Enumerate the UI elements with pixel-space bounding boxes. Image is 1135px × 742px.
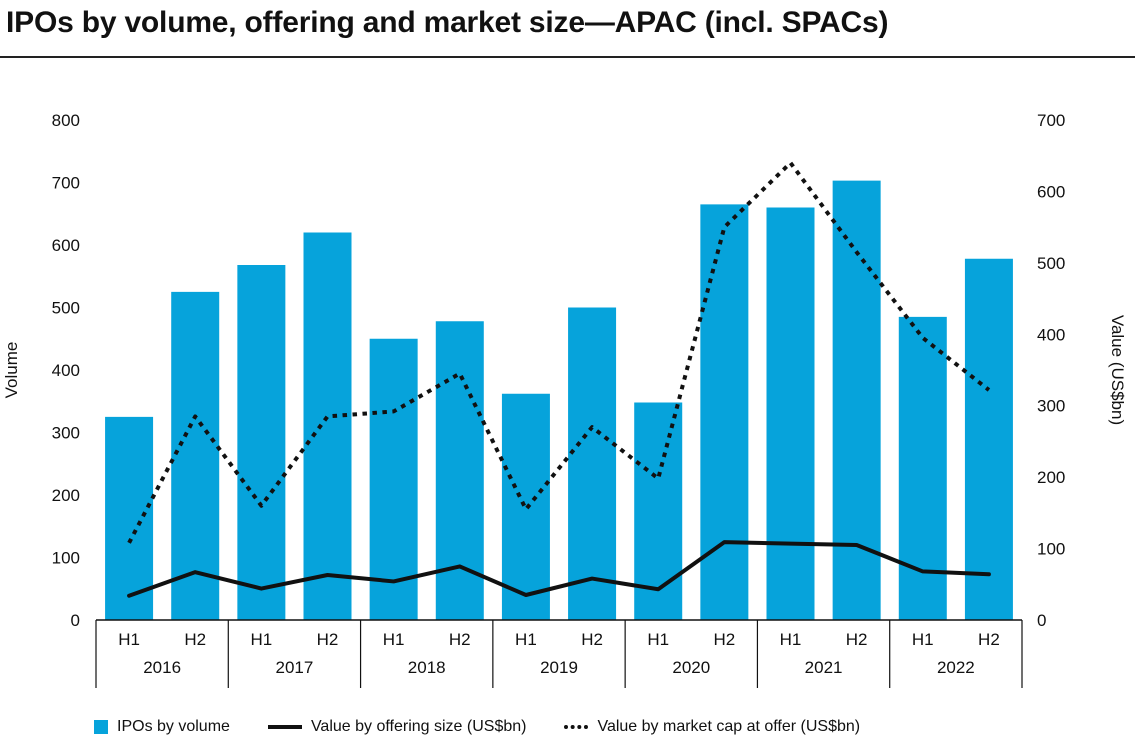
x-tick-label-half: H2	[184, 630, 206, 649]
y-tick-label: 800	[52, 111, 80, 130]
x-tick-label-year: 2022	[937, 658, 975, 677]
x-tick-label-year: 2021	[805, 658, 843, 677]
x-tick-label-half: H2	[449, 630, 471, 649]
legend: IPOs by volume Value by offering size (U…	[94, 716, 898, 738]
y2-tick-label: 0	[1037, 611, 1046, 630]
legend-swatch-marketcap	[564, 725, 589, 729]
bar-volume	[303, 232, 352, 620]
y2-tick-label: 200	[1037, 468, 1065, 487]
y-tick-label: 600	[52, 236, 80, 255]
legend-label-marketcap: Value by market cap at offer (US$bn)	[597, 718, 861, 735]
x-tick-label-half: H1	[383, 630, 405, 649]
bar-volume	[700, 204, 749, 620]
x-tick-label-half: H2	[978, 630, 1000, 649]
y2-axis-title: Value (US$bn)	[1108, 315, 1127, 425]
y-tick-label: 0	[71, 611, 80, 630]
y-axis-title: Volume	[2, 342, 21, 399]
y2-tick-label: 400	[1037, 325, 1065, 344]
y2-tick-label: 300	[1037, 397, 1065, 416]
bar-volume	[766, 207, 815, 620]
y2-tick-label: 500	[1037, 254, 1065, 273]
x-tick-label-year: 2019	[540, 658, 578, 677]
x-tick-label-half: H2	[581, 630, 603, 649]
legend-swatch-volume	[94, 720, 108, 734]
y2-tick-label: 100	[1037, 540, 1065, 559]
y-tick-label: 100	[52, 549, 80, 568]
x-tick-label-half: H1	[118, 630, 140, 649]
x-tick-label-half: H1	[250, 630, 272, 649]
legend-label-offering: Value by offering size (US$bn)	[310, 718, 527, 735]
y-tick-label: 500	[52, 299, 80, 318]
line-market-cap	[127, 160, 991, 544]
bar-volume	[369, 338, 418, 620]
bar-volume	[105, 416, 154, 620]
y2-tick-label: 600	[1037, 182, 1065, 201]
bar-volume	[568, 307, 617, 620]
y-tick-label: 700	[52, 174, 80, 193]
chart-title: IPOs by volume, offering and market size…	[6, 6, 889, 39]
x-tick-label-half: H1	[647, 630, 669, 649]
bar-volume	[832, 180, 881, 620]
x-tick-label-year: 2016	[143, 658, 181, 677]
x-tick-label-year: 2018	[408, 658, 446, 677]
legend-label-volume: IPOs by volume	[117, 718, 230, 735]
bar-volume	[237, 265, 286, 620]
title-rule	[0, 56, 1135, 58]
x-tick-label-year: 2017	[276, 658, 314, 677]
legend-swatch-offering	[267, 725, 302, 729]
y-tick-label: 200	[52, 486, 80, 505]
bar-volume	[634, 402, 683, 620]
legend-item-marketcap: Value by market cap at offer (US$bn)	[564, 718, 860, 736]
bar-volume	[898, 316, 947, 620]
x-tick-label-half: H1	[515, 630, 537, 649]
y-tick-label: 400	[52, 361, 80, 380]
x-tick-label-year: 2020	[672, 658, 710, 677]
y2-tick-label: 700	[1037, 111, 1065, 130]
legend-item-offering: Value by offering size (US$bn)	[267, 718, 527, 736]
x-tick-label-half: H2	[317, 630, 339, 649]
x-tick-label-half: H1	[780, 630, 802, 649]
x-tick-label-half: H2	[713, 630, 735, 649]
legend-item-volume: IPOs by volume	[94, 718, 230, 736]
x-tick-label-half: H2	[846, 630, 868, 649]
line-offering-size	[127, 540, 991, 598]
y-tick-label: 300	[52, 424, 80, 443]
x-tick-label-half: H1	[912, 630, 934, 649]
bar-volume	[964, 258, 1013, 620]
bar-volume	[171, 291, 220, 620]
